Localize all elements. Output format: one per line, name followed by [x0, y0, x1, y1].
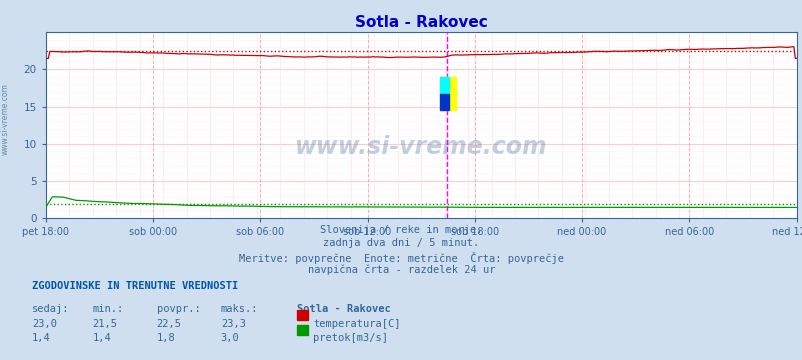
Text: 22,5: 22,5	[156, 319, 181, 329]
Bar	[439, 77, 448, 94]
Text: Meritve: povprečne  Enote: metrične  Črta: povprečje: Meritve: povprečne Enote: metrične Črta:…	[239, 252, 563, 264]
Bar	[439, 94, 448, 110]
Text: Slovenija / reke in morje.: Slovenija / reke in morje.	[320, 225, 482, 235]
Text: 23,0: 23,0	[32, 319, 57, 329]
Text: ZGODOVINSKE IN TRENUTNE VREDNOSTI: ZGODOVINSKE IN TRENUTNE VREDNOSTI	[32, 281, 238, 291]
Text: navpična črta - razdelek 24 ur: navpična črta - razdelek 24 ur	[307, 265, 495, 275]
Bar	[439, 77, 456, 110]
Text: www.si-vreme.com: www.si-vreme.com	[1, 83, 10, 155]
Text: 1,4: 1,4	[92, 333, 111, 343]
Title: Sotla - Rakovec: Sotla - Rakovec	[354, 15, 487, 30]
Text: 1,4: 1,4	[32, 333, 51, 343]
Text: 1,8: 1,8	[156, 333, 175, 343]
Text: maks.:: maks.:	[221, 304, 258, 314]
Text: www.si-vreme.com: www.si-vreme.com	[294, 135, 547, 159]
Text: min.:: min.:	[92, 304, 124, 314]
Text: Sotla - Rakovec: Sotla - Rakovec	[297, 304, 391, 314]
Text: sedaj:: sedaj:	[32, 304, 70, 314]
Text: zadnja dva dni / 5 minut.: zadnja dva dni / 5 minut.	[323, 238, 479, 248]
Text: povpr.:: povpr.:	[156, 304, 200, 314]
Text: pretok[m3/s]: pretok[m3/s]	[313, 333, 387, 343]
Text: 21,5: 21,5	[92, 319, 117, 329]
Text: 3,0: 3,0	[221, 333, 239, 343]
Text: 23,3: 23,3	[221, 319, 245, 329]
Text: temperatura[C]: temperatura[C]	[313, 319, 400, 329]
